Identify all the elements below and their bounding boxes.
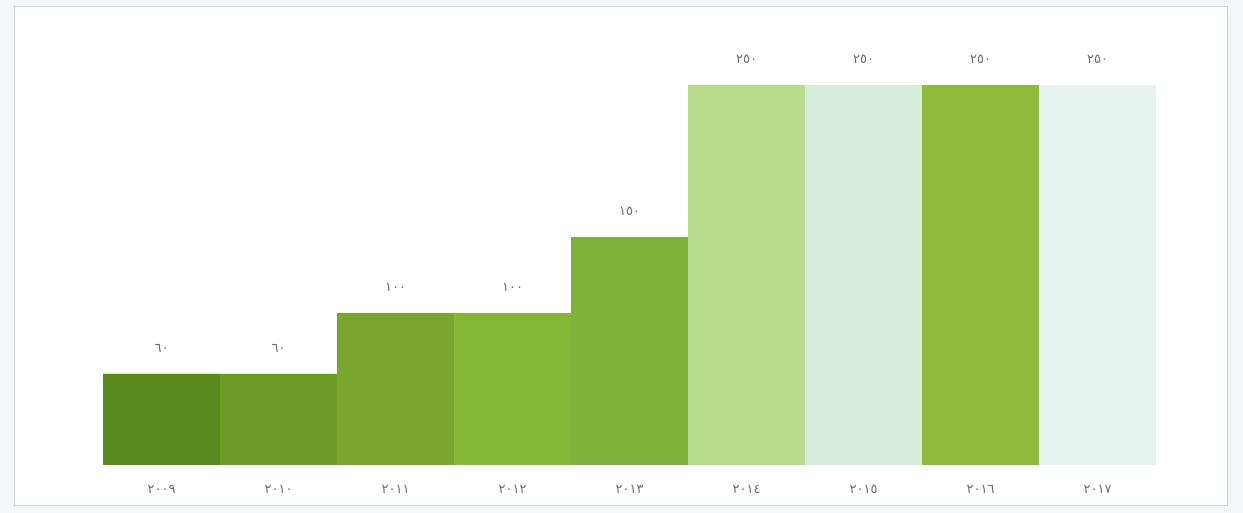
- bar-5: [688, 85, 805, 465]
- value-label-0: ٦٠: [155, 341, 169, 356]
- bar-4: [571, 237, 688, 465]
- value-label-3: ١٠٠: [502, 280, 523, 295]
- category-label-3: ٢٠١٢: [499, 482, 527, 497]
- category-label-8: ٢٠١٧: [1084, 482, 1112, 497]
- category-label-2: ٢٠١١: [382, 482, 410, 497]
- value-label-2: ١٠٠: [385, 280, 406, 295]
- bars-group: [103, 85, 1156, 465]
- bar-3: [454, 313, 571, 465]
- category-label-5: ٢٠١٤: [733, 482, 761, 497]
- value-label-6: ٢٥٠: [853, 52, 874, 67]
- value-label-5: ٢٥٠: [736, 52, 757, 67]
- bar-2: [337, 313, 454, 465]
- category-label-4: ٢٠١٣: [616, 482, 644, 497]
- value-labels-group: ٦٠ ٦٠ ١٠٠ ١٠٠ ١٥٠ ٢٥٠ ٢٥٠ ٢٥٠ ٢٥٠: [155, 52, 1108, 356]
- bar-8: [1039, 85, 1156, 465]
- value-label-7: ٢٥٠: [970, 52, 991, 67]
- bar-1: [220, 373, 337, 465]
- chart-frame: ٦٠ ٦٠ ١٠٠ ١٠٠ ١٥٠ ٢٥٠ ٢٥٠ ٢٥٠ ٢٥٠ ٢٠٠٩ ٢٠١٠ ٢٠١١ ٢٠…: [14, 6, 1228, 506]
- value-label-1: ٦٠: [272, 341, 286, 356]
- category-label-7: ٢٠١٦: [967, 482, 995, 497]
- bar-0: [103, 373, 220, 465]
- category-label-1: ٢٠١٠: [265, 482, 293, 497]
- category-label-0: ٢٠٠٩: [148, 482, 176, 497]
- bar-6: [805, 85, 922, 465]
- category-label-6: ٢٠١٥: [850, 482, 878, 497]
- value-label-4: ١٥٠: [619, 204, 640, 219]
- bar-7: [922, 85, 1039, 465]
- category-labels-group: ٢٠٠٩ ٢٠١٠ ٢٠١١ ٢٠١٢ ٢٠١٣ ٢٠١٤ ٢٠١٥ ٢٠١٦ ٢٠١٧: [148, 482, 1112, 497]
- value-label-8: ٢٥٠: [1087, 52, 1108, 67]
